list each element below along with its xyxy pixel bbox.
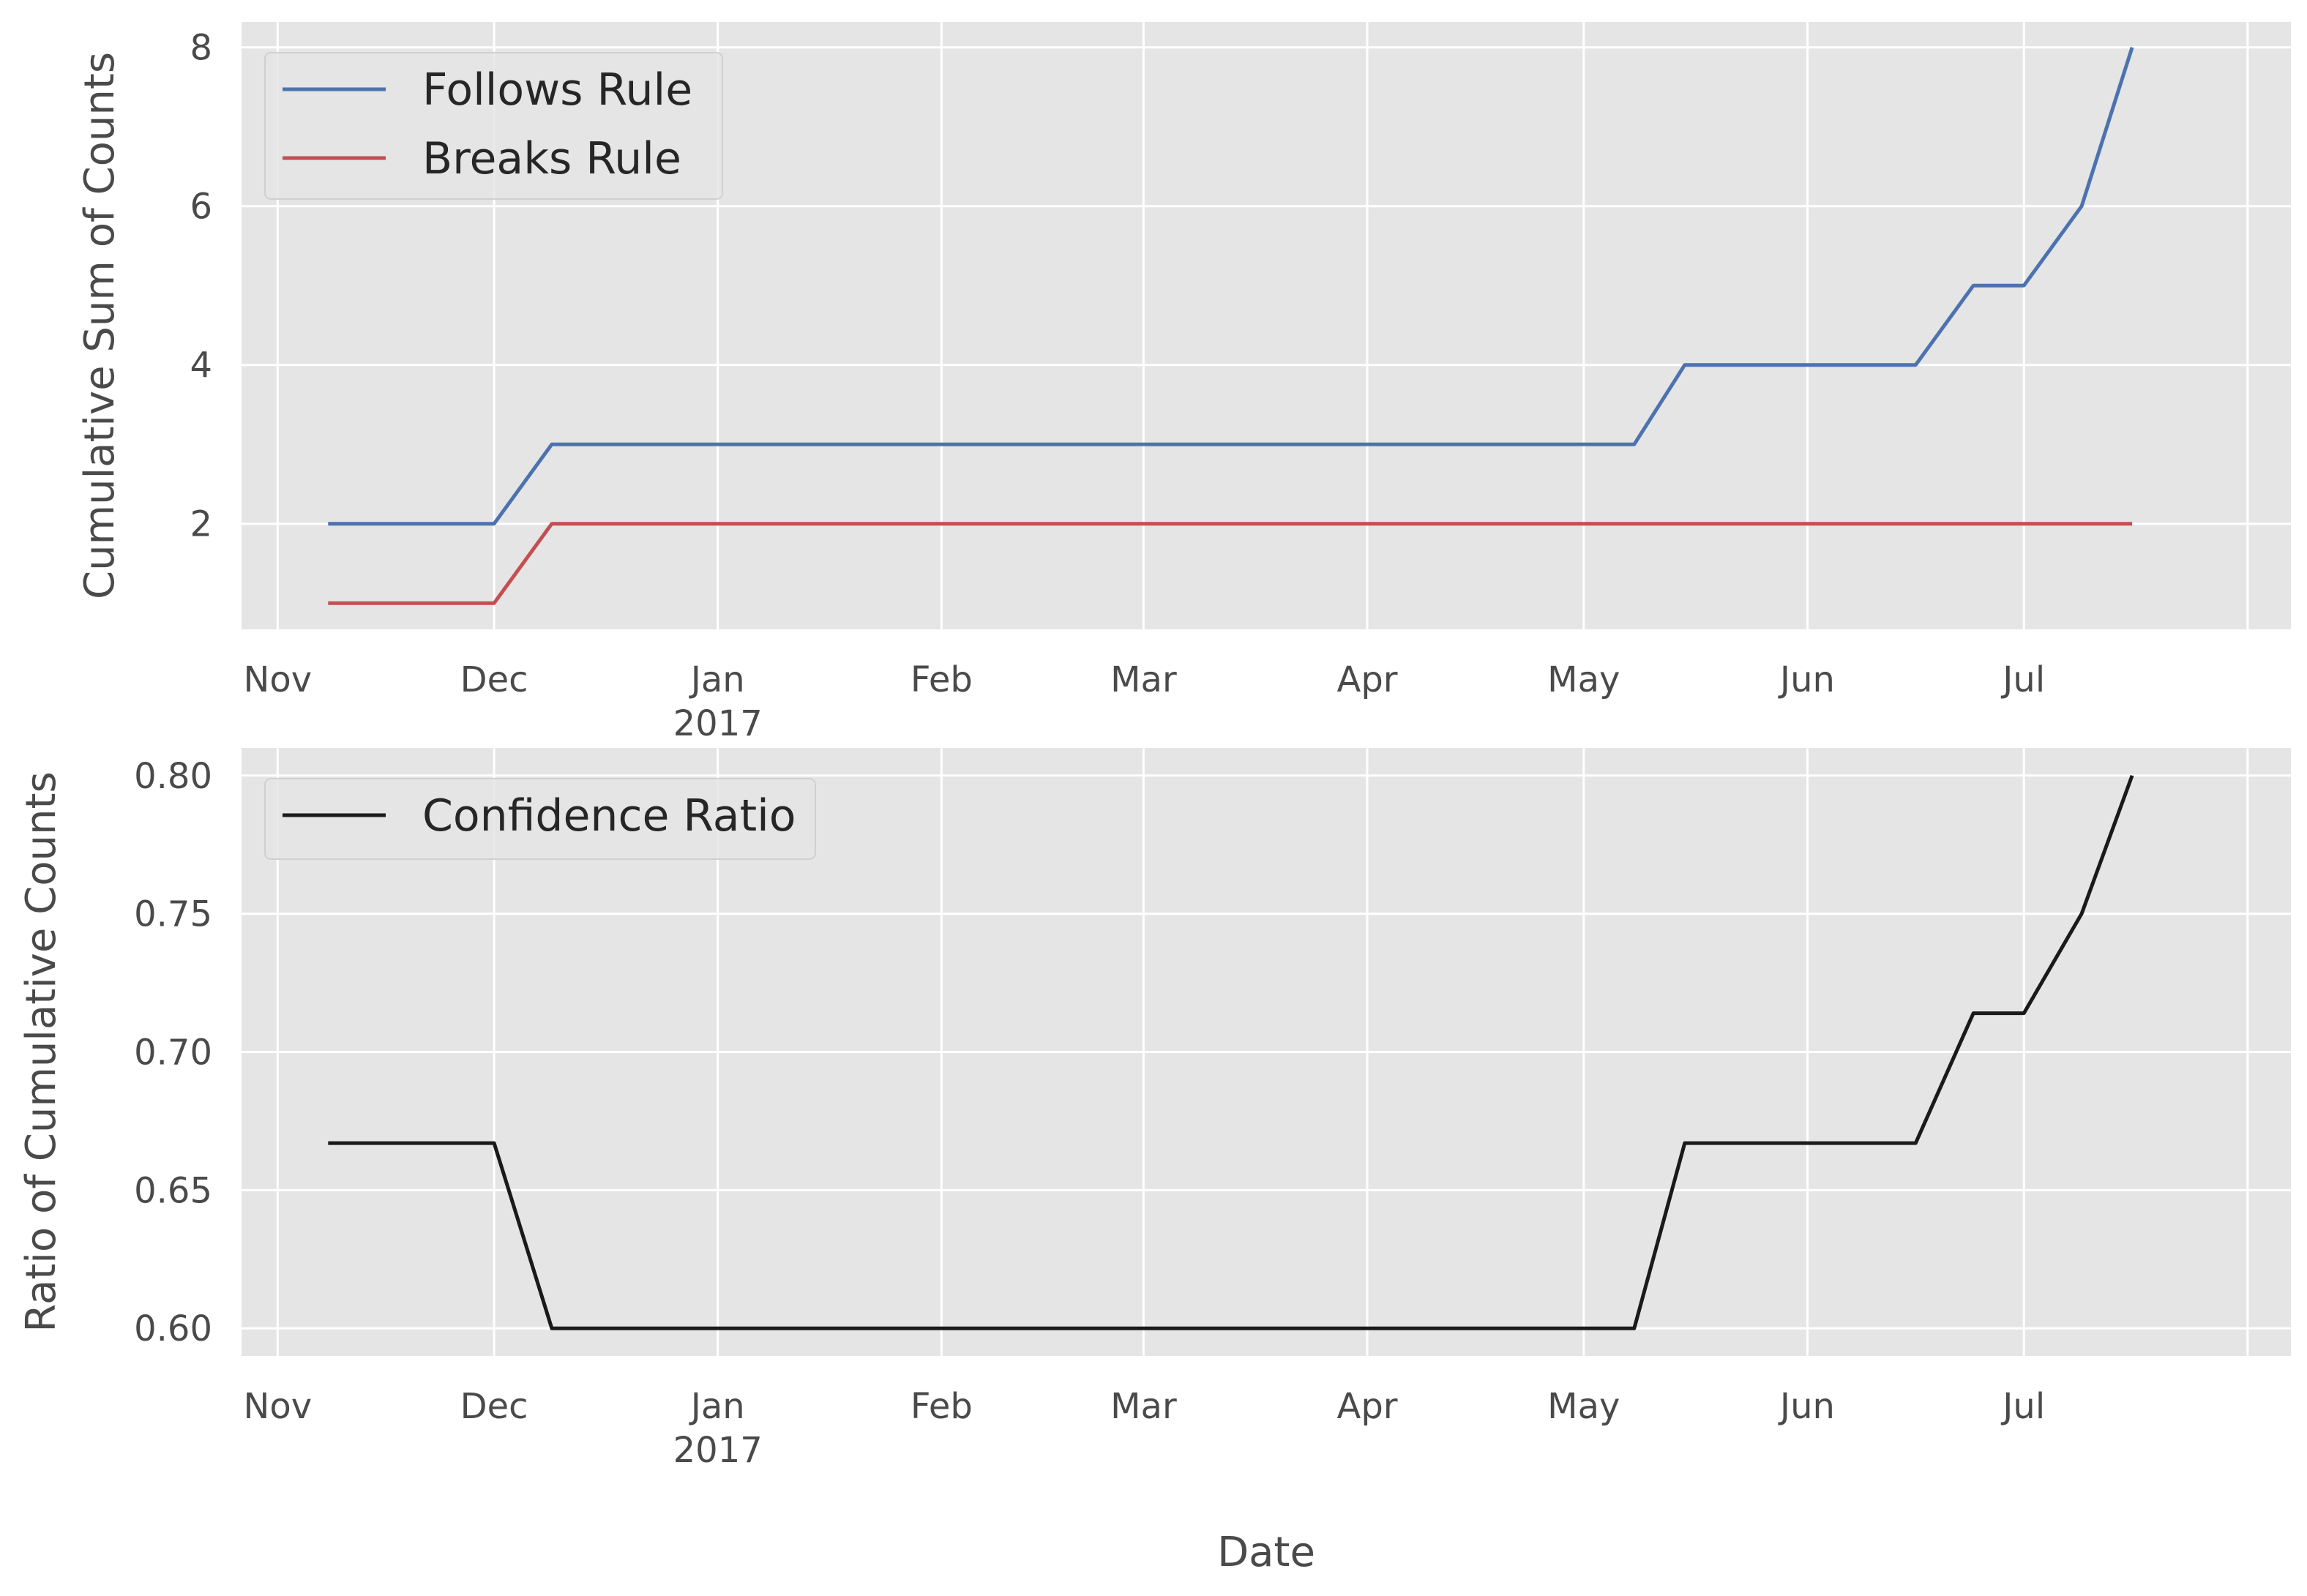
series-line-breaks-rule [328, 522, 2133, 605]
series-line-confidence-ratio [328, 774, 2134, 1330]
x-tick-label: Nov [243, 1386, 312, 1427]
x-tick-label: Jun [1778, 659, 1835, 700]
y-tick-label: 0.65 [134, 1170, 212, 1211]
y-tick-label: 6 [190, 187, 212, 228]
y-axis-tick-labels: 0.60 0.65 0.70 0.75 0.80 [134, 756, 212, 1349]
x-tick-label: Apr [1337, 1386, 1398, 1427]
y-axis-label: Ratio of Cumulative Counts [18, 771, 65, 1332]
series-line-follows-rule [328, 46, 2134, 526]
x-tick-sublabel: 2017 [673, 703, 763, 744]
x-tick-label: Apr [1337, 659, 1398, 700]
x-tick-label: May [1547, 1386, 1620, 1427]
y-tick-label: 0.70 [134, 1033, 212, 1074]
x-tick-label: Nov [243, 659, 312, 700]
x-tick-sublabel: 2017 [673, 1430, 763, 1471]
y-axis-tick-labels: 2 4 6 8 [190, 28, 212, 545]
x-tick-label: Jul [2000, 659, 2045, 700]
x-tick-label: Dec [460, 1386, 528, 1427]
legend: Confidence Ratio [264, 778, 816, 860]
y-tick-label: 4 [190, 345, 212, 386]
x-tick-label: Jul [2000, 1386, 2045, 1427]
x-tick-label: May [1547, 659, 1620, 700]
x-tick-label: Jun [1778, 1386, 1835, 1427]
gridlines [242, 748, 2291, 1356]
legend-label: Confidence Ratio [422, 790, 796, 842]
x-tick-label: Dec [460, 659, 528, 700]
y-tick-label: 0.75 [134, 894, 212, 935]
x-tick-label: Feb [911, 1386, 973, 1427]
series-lines [328, 774, 2134, 1330]
x-axis-label: Date [1217, 1529, 1315, 1576]
legend-label: Follows Rule [422, 64, 692, 116]
y-tick-label: 0.80 [134, 756, 212, 797]
x-tick-label: Mar [1110, 1386, 1177, 1427]
x-tick-label: Jan [689, 1386, 745, 1427]
y-tick-label: 2 [190, 504, 212, 545]
legend-label: Breaks Rule [422, 133, 681, 184]
legend: Follows Rule Breaks Rule [264, 52, 723, 200]
x-tick-label: Mar [1110, 659, 1177, 700]
y-tick-label: 8 [190, 28, 212, 69]
series-lines [328, 46, 2134, 605]
y-axis-label: Cumulative Sum of Counts [76, 52, 124, 599]
x-tick-label: Feb [911, 659, 973, 700]
y-tick-label: 0.60 [134, 1308, 212, 1349]
legend-box [264, 778, 816, 860]
x-tick-label: Jan [689, 659, 745, 700]
